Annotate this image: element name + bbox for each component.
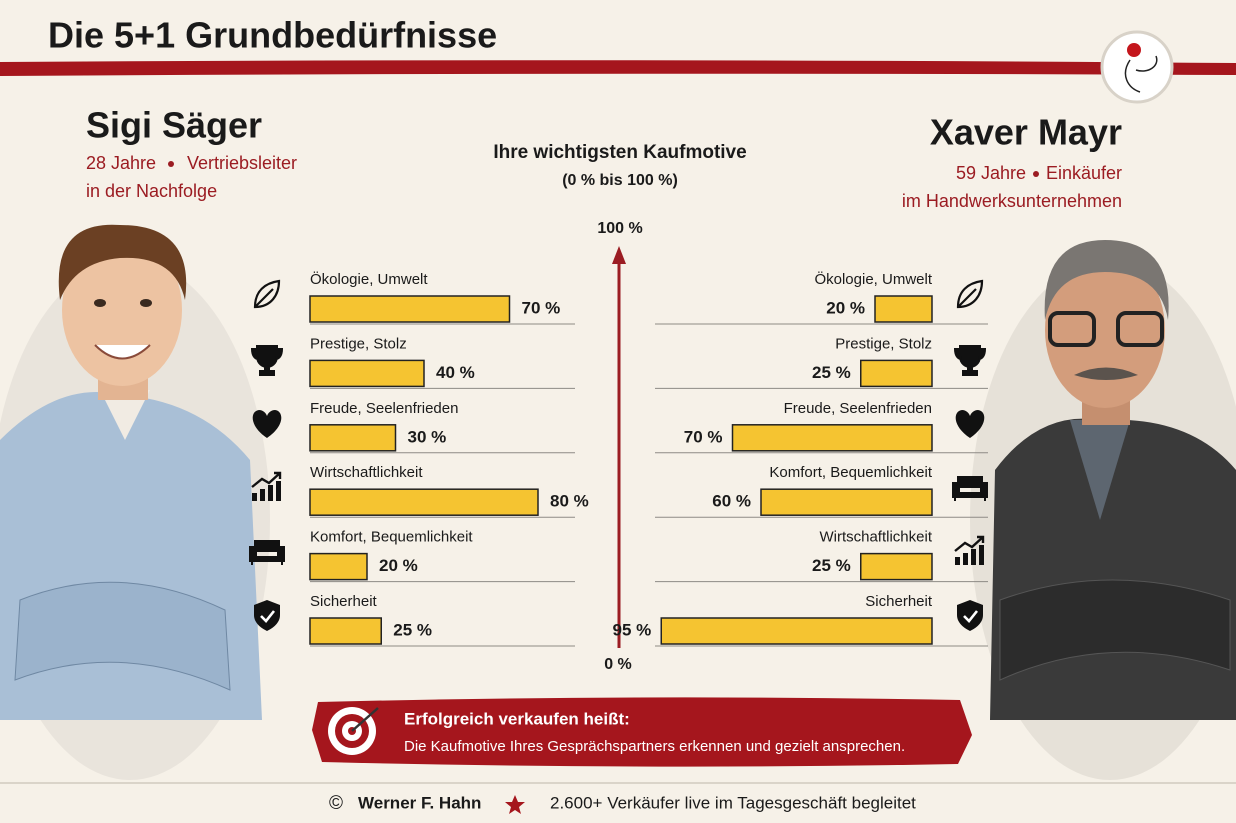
category-label: Komfort, Bequemlichkeit	[310, 529, 473, 546]
chart-subtitle: (0 % bis 100 %)	[562, 172, 678, 189]
left-portrait	[0, 224, 270, 780]
category-label: Wirtschaftlichkeit	[819, 529, 932, 546]
right-role-detail: im Handwerksunternehmen	[902, 191, 1122, 211]
category-label: Prestige, Stolz	[835, 335, 932, 352]
category-label: Prestige, Stolz	[310, 335, 407, 352]
left-age: 28 Jahre	[86, 153, 156, 173]
category-label: Sicherheit	[865, 593, 933, 610]
category-label: Wirtschaftlichkeit	[310, 464, 423, 481]
star	[505, 795, 525, 814]
value-label: 25 %	[393, 620, 432, 639]
value-label: 20 %	[826, 298, 865, 317]
callout-title: Erfolgreich verkaufen heißt:	[404, 709, 630, 728]
footer-author: Werner F. Hahn	[358, 793, 481, 812]
bullet	[1033, 171, 1039, 177]
bar	[760, 488, 933, 516]
value-label: 80 %	[550, 492, 589, 511]
right-name: Xaver Mayr	[930, 112, 1122, 153]
left-role-detail: in der Nachfolge	[86, 181, 217, 201]
header-band	[0, 60, 1236, 76]
callout-band	[312, 697, 972, 767]
bar	[731, 424, 933, 452]
bar	[309, 359, 425, 388]
category-label: Sicherheit	[310, 593, 378, 610]
right-role: Einkäufer	[1046, 163, 1122, 183]
bar	[860, 359, 933, 388]
page-title: Die 5+1 Grundbedürfnisse	[48, 15, 497, 56]
value-label: 25 %	[812, 556, 851, 575]
logo-line	[1124, 55, 1158, 93]
bar	[309, 295, 511, 323]
value-label: 60 %	[712, 492, 751, 511]
bullet	[168, 161, 174, 167]
value-label: 30 %	[408, 427, 447, 446]
footer-claim: 2.600+ Verkäufer live im Tagesgeschäft b…	[550, 793, 916, 812]
bar	[874, 295, 933, 323]
value-label: 20 %	[379, 556, 418, 575]
category-label: Freude, Seelenfrieden	[310, 400, 458, 417]
right-age: 59 Jahre	[956, 163, 1026, 183]
value-label: 70 %	[522, 298, 561, 317]
bar	[309, 488, 539, 516]
bar	[309, 552, 368, 581]
chart-title: Ihre wichtigsten Kaufmotive	[493, 142, 746, 163]
logo-flower	[1127, 43, 1141, 57]
left-name: Sigi Säger	[86, 105, 262, 146]
axis-arrow-head	[612, 246, 626, 264]
bar	[860, 552, 933, 581]
axis-top-label: 100 %	[597, 220, 642, 237]
left-role: Vertriebsleiter	[187, 153, 297, 173]
value-label: 70 %	[684, 427, 723, 446]
target-arrow	[351, 707, 379, 732]
bar	[309, 424, 397, 452]
value-label: 40 %	[436, 363, 475, 382]
category-label: Ökologie, Umwelt	[814, 270, 932, 288]
copyright: ©	[329, 793, 343, 814]
value-label: 95 %	[613, 620, 652, 639]
axis-bottom-label: 0 %	[604, 656, 632, 673]
category-label: Komfort, Bequemlichkeit	[769, 464, 932, 481]
bar	[309, 617, 382, 645]
bar	[660, 617, 933, 645]
logo	[1100, 30, 1174, 104]
value-label: 25 %	[812, 363, 851, 382]
callout-text: Die Kaufmotive Ihres Gesprächspartners e…	[404, 738, 905, 755]
category-label: Ökologie, Umwelt	[310, 270, 428, 288]
category-label: Freude, Seelenfrieden	[784, 400, 932, 417]
right-portrait	[970, 240, 1236, 780]
